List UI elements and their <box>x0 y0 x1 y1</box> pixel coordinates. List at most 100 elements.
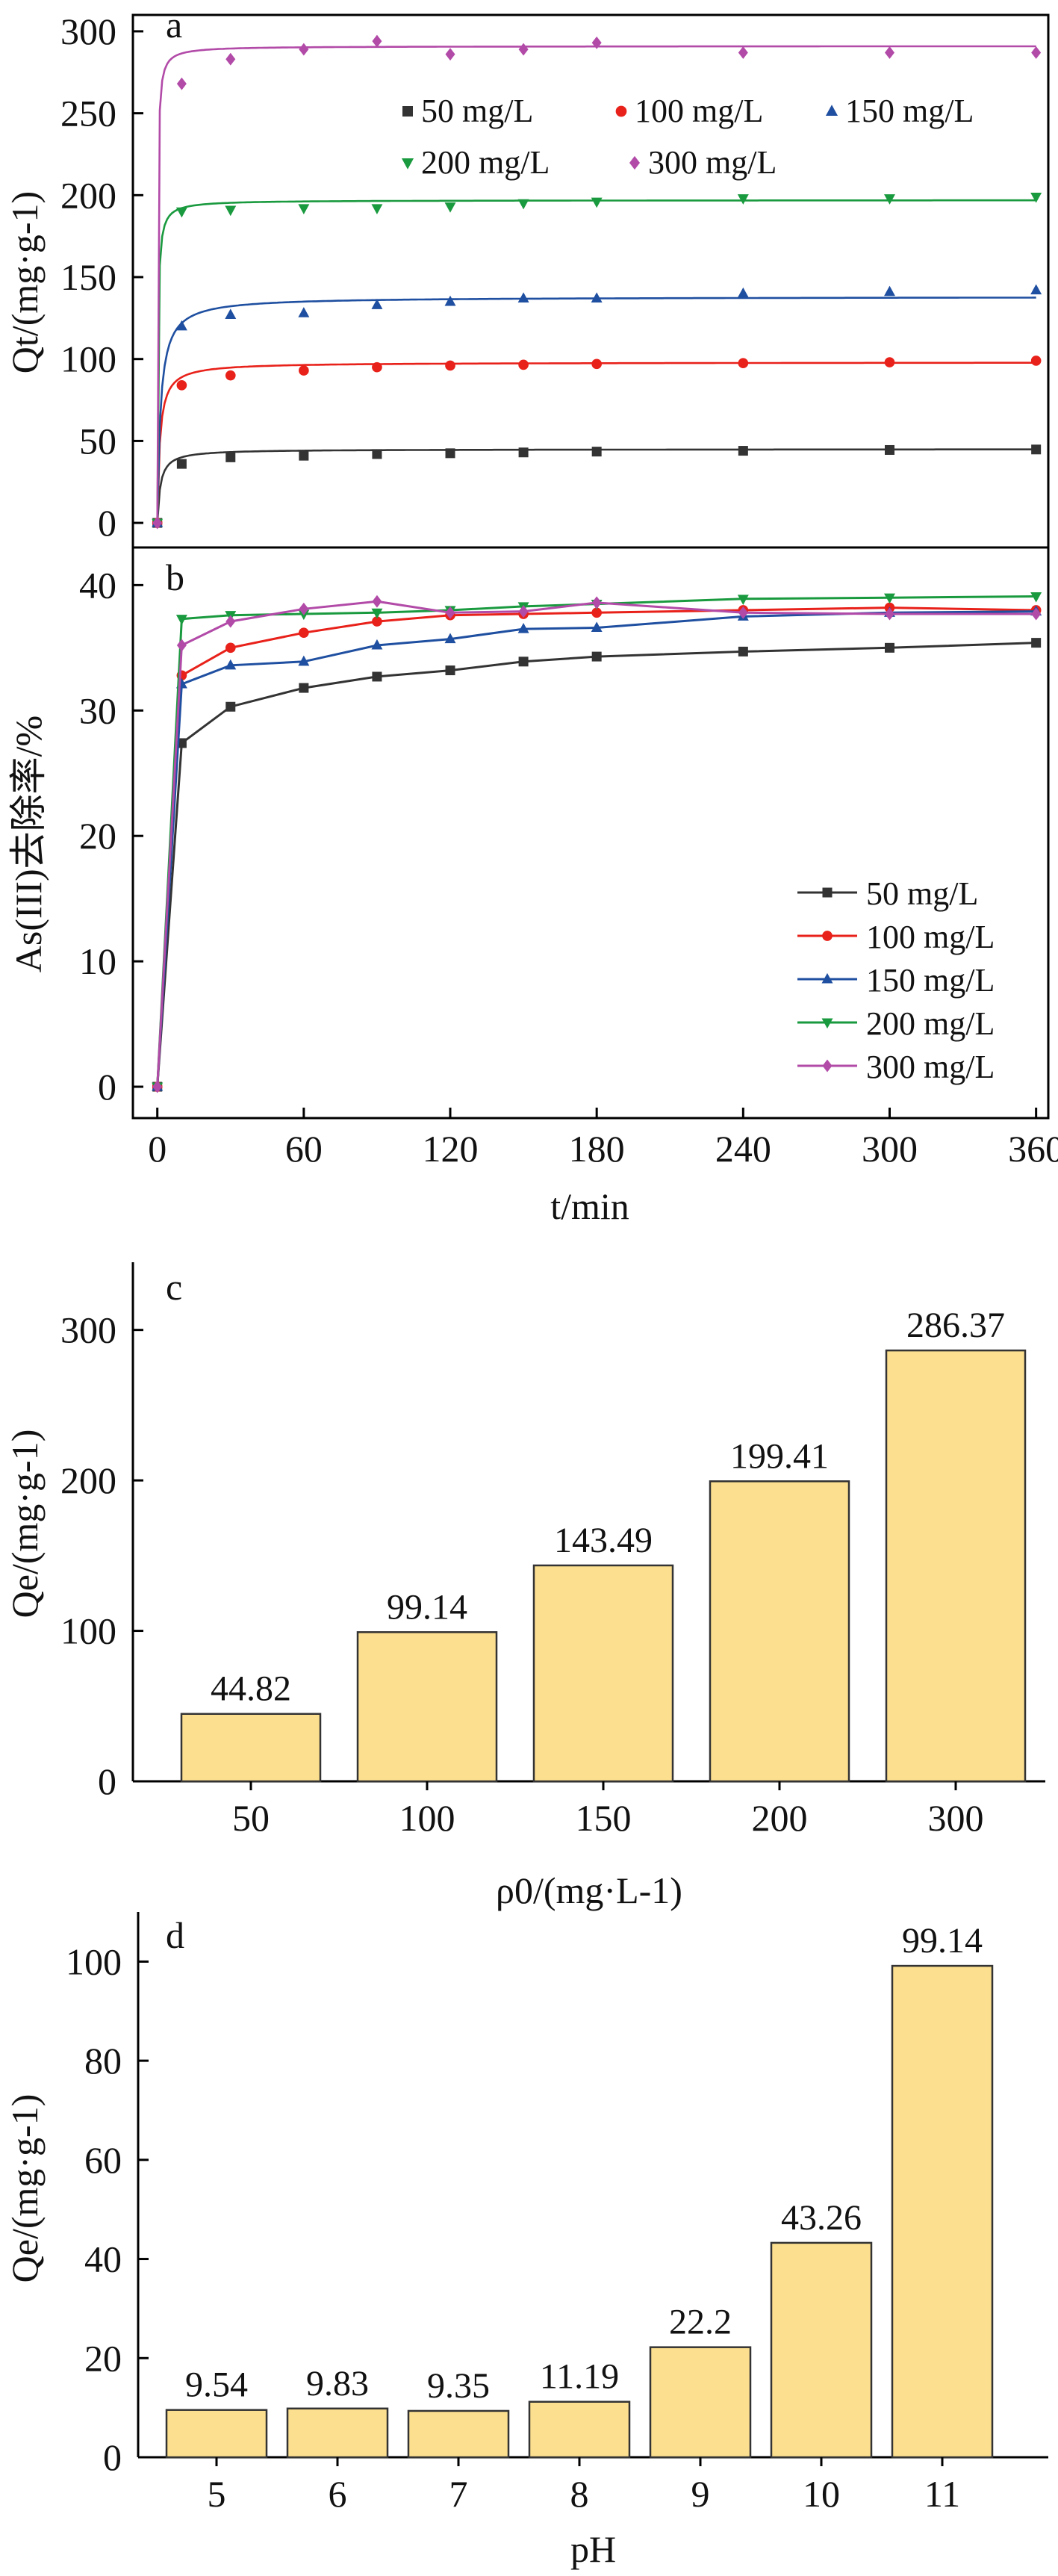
chart-panel-a: a 0 50 100 150 200 250 300 Qt/(mg·g-1) 50 mg/L 100… <box>4 4 1050 549</box>
data-label-c: 199.41 <box>730 1436 829 1476</box>
bar-c <box>180 1713 322 1783</box>
data-point-150-mg-L <box>884 285 895 297</box>
data-point-200-mg-L <box>884 593 895 604</box>
data-point-150-mg-L <box>371 299 383 309</box>
data-point-150-mg-L <box>737 287 749 298</box>
bar-d <box>165 2409 268 2459</box>
y-tick-label-a: 100 <box>60 338 116 380</box>
data-point-200-mg-L <box>444 202 456 213</box>
data-point-300-mg-L <box>591 36 602 49</box>
y-tick-label-d: 100 <box>66 1940 122 1982</box>
x-tick-label-b: 60 <box>285 1128 323 1170</box>
data-point-200-mg-L <box>371 608 383 619</box>
data-label-d: 9.54 <box>185 2365 248 2405</box>
data-point-150-mg-L <box>517 623 529 633</box>
data-point-150-mg-L <box>591 292 603 303</box>
data-point-100-mg-L <box>518 359 529 370</box>
y-tick-label-a: 250 <box>60 93 116 134</box>
data-point-200-mg-L <box>175 207 187 218</box>
y-tick-label-a: 150 <box>60 256 116 298</box>
data-point-300-mg-L <box>591 596 602 609</box>
data-point-50-mg-L <box>176 459 187 469</box>
legend-label: 100 mg/L <box>866 919 995 955</box>
legend-marker-100-mg-L <box>822 931 833 941</box>
x-tick-label-d: 10 <box>803 2473 840 2515</box>
data-point-300-mg-L <box>225 52 236 66</box>
x-tick-label-b: 180 <box>569 1128 625 1170</box>
data-point-150-mg-L <box>1030 284 1042 295</box>
data-point-200-mg-L <box>175 615 187 625</box>
data-point-150-mg-L <box>298 307 310 317</box>
x-tick-label-b: 0 <box>148 1128 167 1170</box>
legend-marker-150-mg-L <box>825 105 838 116</box>
y-tick-label-a: 50 <box>79 420 116 462</box>
data-label-c: 143.49 <box>554 1521 653 1560</box>
bar-d <box>891 1964 994 2459</box>
data-point-150-mg-L <box>517 292 529 303</box>
y-tick-label-a: 300 <box>60 10 116 52</box>
data-label-c: 44.82 <box>211 1669 291 1709</box>
data-label-d: 43.26 <box>781 2198 862 2238</box>
data-point-200-mg-L <box>1030 592 1042 603</box>
data-point-100-mg-L <box>591 359 602 370</box>
y-tick-label-c: 0 <box>98 1760 116 1802</box>
data-point-300-mg-L <box>884 607 894 621</box>
data-point-150-mg-L <box>225 308 237 319</box>
x-tick-label-d: 9 <box>691 2473 710 2515</box>
data-label-d: 11.19 <box>540 2357 619 2397</box>
data-point-300-mg-L <box>299 602 309 615</box>
data-point-300-mg-L <box>518 43 529 56</box>
y-axis-label-a: Qt/(mg·g-1) <box>4 191 46 373</box>
data-point-50-mg-L <box>225 701 236 712</box>
data-point-300-mg-L <box>1031 46 1042 59</box>
legend-label: 200 mg/L <box>421 144 550 181</box>
panel-letter-b: b <box>166 556 184 598</box>
data-point-100-mg-L <box>372 616 382 627</box>
x-tick-label-b: 240 <box>715 1128 771 1170</box>
x-tick-label-d: 5 <box>208 2473 226 2515</box>
data-point-50-mg-L <box>884 642 894 653</box>
y-tick-label-b: 10 <box>79 940 116 982</box>
data-point-300-mg-L <box>518 605 529 618</box>
legend-marker-300-mg-L <box>629 155 640 170</box>
chart-panel-b: b 0 10 20 30 40 0 60 120 180 240 300 360 As(III)去除率/%… <box>7 546 1058 1227</box>
x-tick-label-b: 120 <box>423 1128 479 1170</box>
legend-marker-300-mg-L <box>822 1059 833 1073</box>
x-tick-label-c: 200 <box>752 1797 808 1839</box>
x-tick-label-b: 300 <box>862 1128 918 1170</box>
legend-marker-50-mg-L <box>822 887 833 898</box>
data-point-50-mg-L <box>225 452 236 462</box>
data-point-150-mg-L <box>444 295 456 306</box>
y-tick-label-d: 40 <box>84 2238 122 2280</box>
x-axis-label-d: pH <box>570 2528 616 2570</box>
bar-d <box>528 2400 631 2459</box>
data-point-100-mg-L <box>299 627 309 639</box>
bar-d <box>407 2409 510 2459</box>
data-point-50-mg-L <box>445 665 455 676</box>
legend-marker-200-mg-L <box>401 158 414 170</box>
data-point-300-mg-L <box>445 48 455 61</box>
y-tick-label-d: 0 <box>103 2436 122 2478</box>
data-point-200-mg-L <box>517 199 529 210</box>
data-point-200-mg-L <box>737 194 749 205</box>
y-tick-label-c: 300 <box>60 1309 116 1351</box>
x-tick-label-d: 11 <box>924 2473 960 2515</box>
legend-marker-50-mg-L <box>402 106 413 117</box>
data-point-50-mg-L <box>884 444 894 455</box>
legend-marker-200-mg-L <box>821 1018 833 1029</box>
data-point-50-mg-L <box>372 449 382 459</box>
data-point-50-mg-L <box>518 447 529 458</box>
data-point-50-mg-L <box>299 683 309 693</box>
data-point-100-mg-L <box>884 357 895 367</box>
data-point-150-mg-L <box>371 639 383 650</box>
data-label-c: 99.14 <box>387 1587 467 1627</box>
data-point-50-mg-L <box>591 651 602 662</box>
y-tick-label-b: 0 <box>98 1066 116 1108</box>
data-point-100-mg-L <box>445 360 455 371</box>
data-point-300-mg-L <box>372 595 382 608</box>
legend-marker-100-mg-L <box>615 105 627 117</box>
data-point-100-mg-L <box>738 358 749 369</box>
data-point-300-mg-L <box>738 46 748 59</box>
y-tick-label-b: 20 <box>79 815 116 857</box>
data-point-300-mg-L <box>884 46 894 59</box>
